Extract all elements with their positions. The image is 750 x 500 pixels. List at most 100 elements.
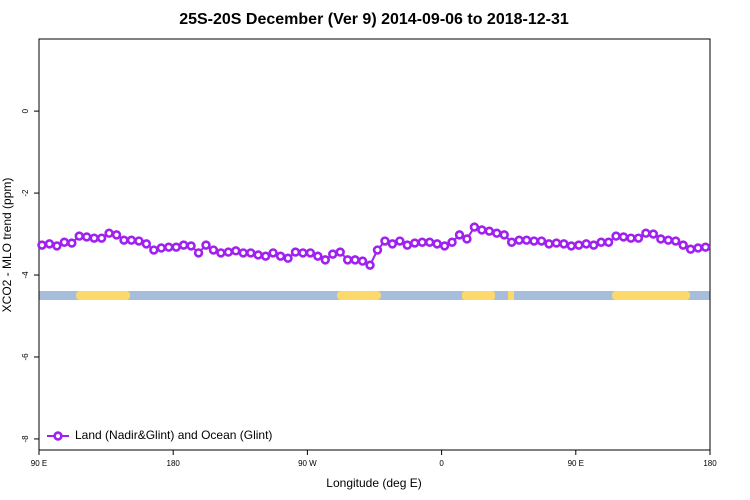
data-point — [693, 243, 703, 253]
data-point — [477, 225, 487, 235]
land-band — [76, 291, 130, 300]
data-point — [574, 240, 584, 250]
data-point — [350, 255, 360, 265]
y-tick-label: -2 — [21, 189, 30, 197]
data-point — [395, 236, 405, 246]
data-point — [663, 235, 673, 245]
data-point — [492, 228, 502, 238]
data-point — [231, 246, 241, 256]
data-point — [469, 222, 480, 232]
data-point — [618, 232, 629, 242]
data-point — [454, 230, 465, 240]
data-point — [298, 248, 308, 258]
data-point — [529, 236, 539, 246]
data-point — [551, 238, 562, 248]
x-tick-label: 180 — [703, 459, 717, 468]
land-band — [462, 291, 495, 300]
data-point — [44, 239, 55, 249]
x-tick-label: 90 E — [568, 459, 584, 468]
data-point — [566, 241, 577, 251]
data-point — [514, 235, 524, 245]
data-point — [178, 240, 189, 250]
data-point — [96, 233, 107, 243]
land-ocean-strip — [39, 291, 710, 300]
data-point — [156, 243, 166, 253]
data-point — [402, 240, 413, 250]
data-point — [223, 247, 234, 257]
y-tick-label: -4 — [21, 271, 30, 279]
legend-swatch-marker — [53, 431, 63, 441]
x-tick-label: 90 W — [298, 459, 317, 468]
data-point — [432, 239, 442, 249]
data-point — [283, 253, 293, 263]
data-point — [678, 240, 688, 250]
data-point — [305, 248, 316, 258]
data-point — [603, 237, 614, 247]
data-point — [424, 237, 435, 247]
data-point — [290, 247, 301, 257]
data-point — [320, 255, 330, 265]
data-point — [253, 250, 263, 260]
data-point — [559, 239, 569, 249]
data-point — [111, 230, 122, 240]
land-band — [612, 291, 690, 300]
data-point — [372, 245, 383, 255]
data-point — [380, 236, 390, 246]
data-point — [671, 236, 681, 246]
y-tick-label: -8 — [21, 435, 30, 443]
data-point — [246, 248, 256, 258]
data-point — [193, 248, 204, 258]
data-point — [328, 249, 338, 259]
data-point — [484, 226, 495, 236]
data-point — [544, 239, 554, 249]
data-point — [342, 255, 353, 265]
legend-label: Land (Nadir&Glint) and Ocean (Glint) — [75, 428, 272, 442]
data-point — [208, 245, 219, 255]
data-point — [410, 238, 420, 248]
data-point — [52, 241, 62, 251]
data-point — [149, 245, 159, 255]
x-tick-label: 180 — [167, 459, 181, 468]
data-point — [126, 235, 137, 245]
data-point — [581, 239, 591, 249]
land-band — [508, 291, 514, 300]
data-point — [260, 251, 271, 261]
data-point — [387, 239, 398, 249]
land-band — [337, 291, 381, 300]
data-point — [201, 240, 211, 250]
data-point — [648, 229, 659, 239]
data-point — [641, 228, 651, 238]
data-point — [685, 244, 696, 254]
data-point — [186, 241, 196, 251]
data-point — [67, 238, 77, 248]
data-point — [633, 233, 644, 243]
data-point — [335, 247, 345, 257]
data-point — [700, 242, 711, 252]
data-point — [506, 237, 517, 247]
data-point — [417, 237, 427, 247]
data-point — [588, 240, 599, 250]
x-tick-label: 0 — [439, 459, 444, 468]
data-point — [536, 236, 547, 246]
x-axis-label: Longitude (deg E) — [326, 476, 421, 490]
data-point — [164, 242, 174, 252]
y-tick-label: 0 — [21, 108, 30, 113]
data-point — [521, 235, 532, 245]
data-point — [365, 260, 375, 270]
y-axis-label: XCO2 - MLO trend (ppm) — [0, 178, 14, 313]
x-tick-label: 90 E — [31, 459, 47, 468]
data-point — [141, 239, 152, 249]
data-point — [89, 233, 99, 243]
data-point — [268, 248, 278, 258]
data-point — [656, 234, 666, 244]
data-point — [462, 234, 472, 244]
data-point — [499, 230, 509, 240]
data-point — [439, 241, 450, 251]
data-point — [596, 237, 606, 247]
data-point — [82, 232, 92, 242]
data-point — [216, 248, 226, 258]
data-point — [447, 237, 457, 247]
data-point — [357, 256, 368, 266]
data-point — [171, 242, 181, 252]
